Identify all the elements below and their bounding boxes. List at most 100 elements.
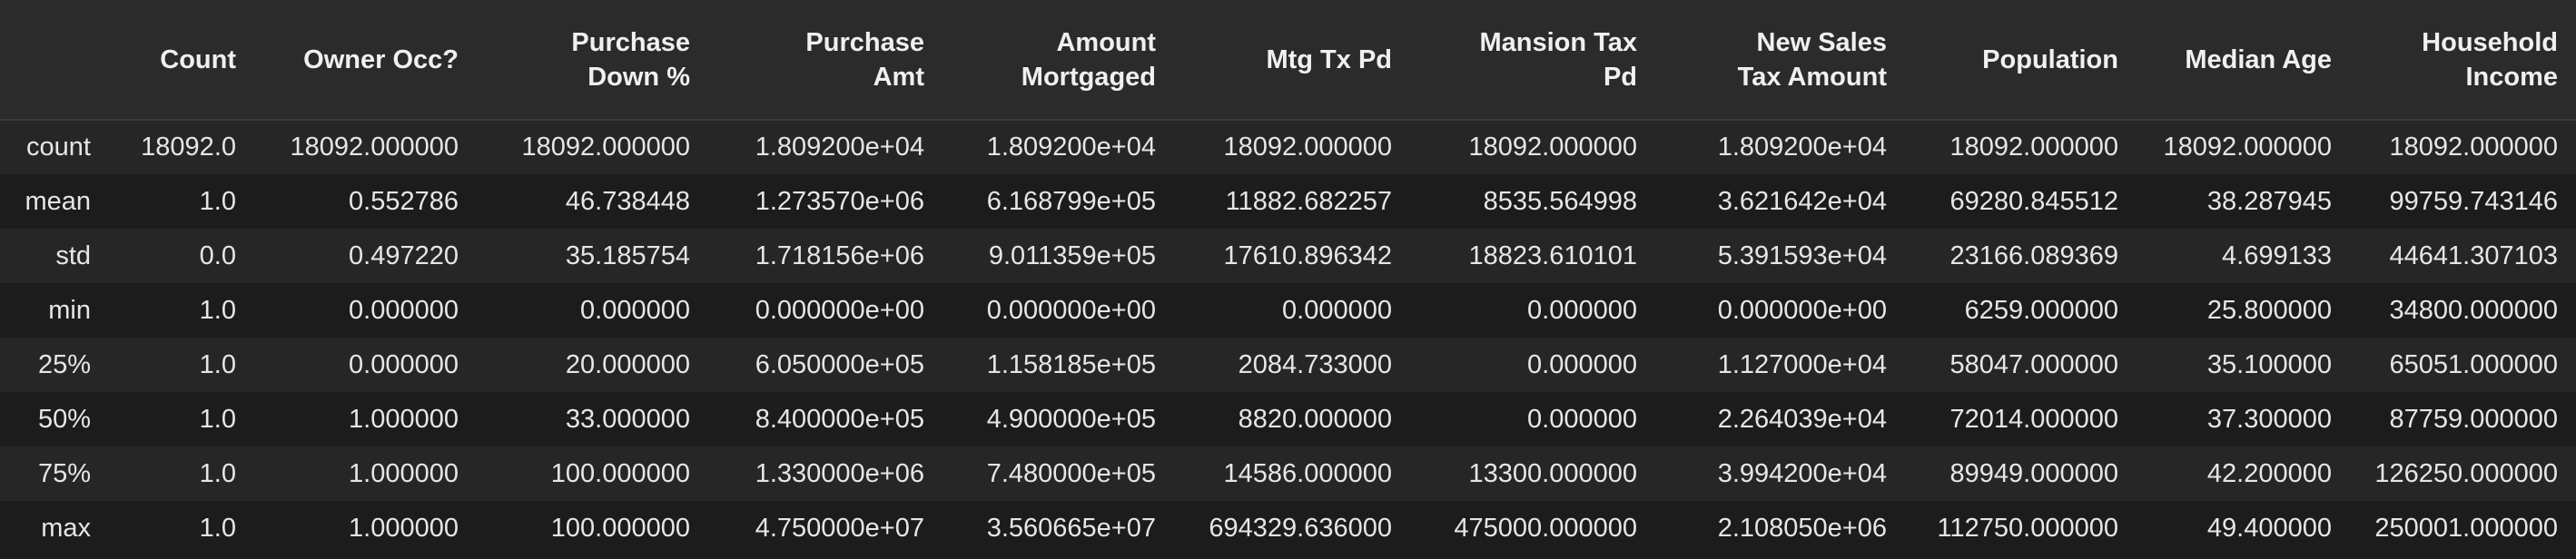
table-row: max 1.0 1.000000 100.000000 4.750000e+07 3.56… (0, 501, 2576, 555)
table-cell: 0.000000e+00 (755, 295, 924, 325)
table-cell: 35.185754 (565, 240, 690, 270)
table-cell: 1.000000 (349, 513, 459, 543)
table-cell: 1.273570e+06 (755, 186, 924, 216)
row-label: 25% (37, 349, 91, 379)
table-cell: 58047.000000 (1949, 349, 2118, 379)
table-cell: 0.497220 (349, 240, 459, 270)
table-cell: 69280.845512 (1949, 186, 2118, 216)
table-cell: 1.0 (199, 513, 236, 543)
table-cell: 0.000000 (580, 295, 690, 325)
table-cell: 126250.000000 (2374, 458, 2558, 488)
row-label: min (48, 295, 91, 325)
header-corner (0, 0, 109, 121)
table-cell: 1.000000 (349, 458, 459, 488)
table-cell: 1.0 (199, 295, 236, 325)
table-cell: 2084.733000 (1238, 349, 1392, 379)
table-cell: 0.000000 (1527, 295, 1637, 325)
table-cell: 46.738448 (565, 186, 690, 216)
table-cell: 89949.000000 (1949, 458, 2118, 488)
column-header-label-line1: Household (2422, 27, 2558, 57)
row-label: std (55, 240, 91, 270)
column-header-mansion-tax-pd: Mansion Tax Pd (1410, 0, 1655, 121)
column-header-label-line2: Mortgaged (1021, 62, 1156, 92)
table-cell: 38.287945 (2206, 186, 2332, 216)
table-header: Count Owner Occ? Purchase Down % Purchase… (0, 0, 2576, 121)
table-cell: 44641.307103 (2389, 240, 2558, 270)
table-cell: 0.000000 (349, 295, 459, 325)
column-header-label-line2: Down % (587, 62, 690, 92)
table-cell: 1.809200e+04 (755, 132, 924, 162)
column-header-label-line1: Amount (1056, 27, 1156, 57)
table-cell: 7.480000e+05 (986, 458, 1156, 488)
column-header-label: Count (160, 44, 236, 74)
table-cell: 112750.000000 (1937, 513, 2118, 543)
column-header-owner-occ: Owner Occ? (254, 0, 477, 121)
table-cell: 100.000000 (550, 513, 690, 543)
table-row: min 1.0 0.000000 0.000000 0.000000e+00 0.0000… (0, 283, 2576, 338)
table-row: mean 1.0 0.552786 46.738448 1.273570e+06 6.16… (0, 174, 2576, 229)
table-cell: 0.000000 (349, 349, 459, 379)
table-row: 50% 1.0 1.000000 33.000000 8.400000e+05 4.900… (0, 392, 2576, 446)
table-cell: 18092.000000 (1468, 132, 1637, 162)
column-header-label-line2: Amt (873, 62, 924, 92)
table-cell: 34800.000000 (2389, 295, 2558, 325)
table-cell: 65051.000000 (2389, 349, 2558, 379)
column-header-median-age: Median Age (2137, 0, 2350, 121)
column-header-count: Count (109, 0, 254, 121)
table-cell: 14586.000000 (1223, 458, 1392, 488)
table-cell: 8820.000000 (1238, 404, 1392, 434)
column-header-mtg-tx-pd: Mtg Tx Pd (1174, 0, 1410, 121)
column-header-new-sales-tax-amount: New Sales Tax Amount (1655, 0, 1905, 121)
column-header-household-income: Household Income (2350, 0, 2576, 121)
table-cell: 20.000000 (565, 349, 690, 379)
table-cell: 0.000000 (1282, 295, 1392, 325)
table-cell: 4.750000e+07 (755, 513, 924, 543)
table-cell: 3.994200e+04 (1717, 458, 1887, 488)
column-header-population: Population (1905, 0, 2137, 121)
table-cell: 0.000000e+00 (1717, 295, 1887, 325)
table-body: count 18092.0 18092.000000 18092.000000 1.80… (0, 120, 2576, 555)
column-header-label-line1: Purchase (805, 27, 924, 57)
table-cell: 475000.000000 (1454, 513, 1637, 543)
column-header-label: Owner Occ? (303, 44, 459, 74)
table-cell: 3.560665e+07 (986, 513, 1156, 543)
table-cell: 0.0 (199, 240, 236, 270)
column-header-label: Population (1982, 44, 2118, 74)
table-cell: 1.158185e+05 (986, 349, 1156, 379)
table-cell: 0.552786 (349, 186, 459, 216)
table-cell: 1.809200e+04 (1717, 132, 1887, 162)
table-cell: 1.0 (199, 458, 236, 488)
table-cell: 1.0 (199, 404, 236, 434)
row-label: count (26, 132, 91, 162)
table-cell: 18092.0 (141, 132, 236, 162)
table-cell: 42.200000 (2206, 458, 2332, 488)
column-header-label-line1: New Sales (1756, 27, 1887, 57)
table-cell: 1.127000e+04 (1717, 349, 1887, 379)
column-header-label-line2: Income (2465, 62, 2558, 92)
table-cell: 2.264039e+04 (1717, 404, 1887, 434)
column-header-label-line2: Tax Amount (1737, 62, 1887, 92)
table-cell: 18092.000000 (290, 132, 459, 162)
table-cell: 6259.000000 (1964, 295, 2118, 325)
table-row: std 0.0 0.497220 35.185754 1.718156e+06 9.011… (0, 229, 2576, 283)
table-cell: 18092.000000 (2389, 132, 2558, 162)
table-cell: 33.000000 (565, 404, 690, 434)
column-header-purchase-amt: Purchase Amt (708, 0, 943, 121)
table-cell: 18092.000000 (1223, 132, 1392, 162)
table-cell: 1.0 (199, 186, 236, 216)
table-cell: 1.718156e+06 (755, 240, 924, 270)
table-cell: 4.900000e+05 (986, 404, 1156, 434)
table-cell: 0.000000e+00 (986, 295, 1156, 325)
table-cell: 87759.000000 (2389, 404, 2558, 434)
table-cell: 37.300000 (2206, 404, 2332, 434)
table-cell: 9.011359e+05 (988, 240, 1156, 270)
table-cell: 8535.564998 (1483, 186, 1637, 216)
table-cell: 0.000000 (1527, 404, 1637, 434)
table-cell: 8.400000e+05 (755, 404, 924, 434)
table-cell: 25.800000 (2206, 295, 2332, 325)
table-cell: 250001.000000 (2374, 513, 2558, 543)
table-cell: 35.100000 (2206, 349, 2332, 379)
table-cell: 1.330000e+06 (755, 458, 924, 488)
table-cell: 99759.743146 (2389, 186, 2558, 216)
